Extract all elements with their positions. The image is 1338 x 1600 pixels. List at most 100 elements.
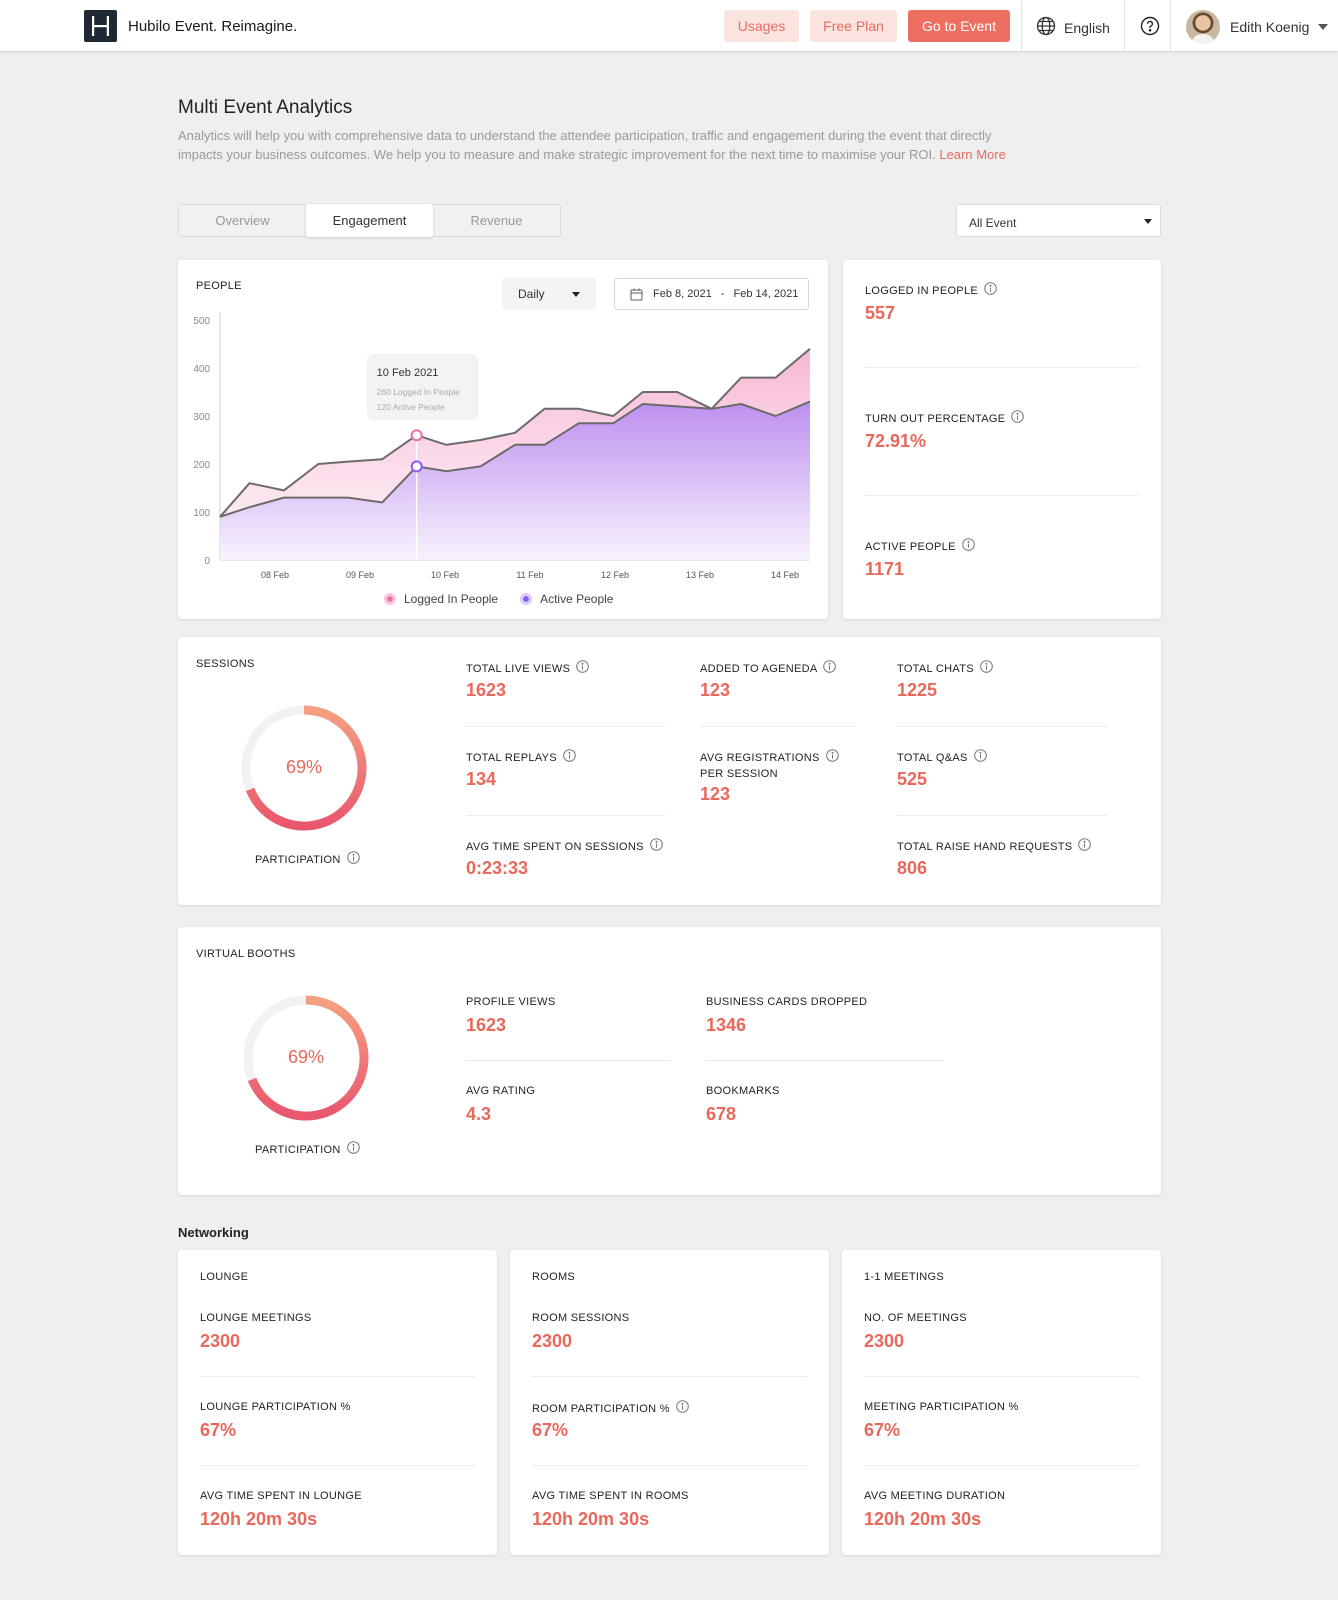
user-menu[interactable]: Edith Koenig	[1186, 10, 1309, 44]
y-tick-label: 300	[193, 412, 210, 423]
go-to-event-button[interactable]: Go to Event	[908, 10, 1010, 42]
usages-button[interactable]: Usages	[724, 10, 799, 42]
tooltip-logged: 260 Logged In People	[377, 387, 460, 397]
profile-views-value: 1623	[466, 1015, 507, 1035]
hubilo-logo-icon[interactable]	[84, 10, 117, 42]
divider	[864, 1465, 1139, 1466]
info-icon[interactable]	[1078, 838, 1092, 856]
sessions-participation-donut	[241, 705, 367, 831]
avg-time-sessions-label: AVG TIME SPENT ON SESSIONS	[466, 838, 663, 856]
tab-engagement[interactable]: Engagement	[306, 204, 433, 237]
total-replays-value: 134	[466, 769, 497, 789]
y-tick-label: 500	[193, 316, 210, 327]
divider	[200, 1376, 475, 1377]
avg-registrations-label: AVG REGISTRATIONS PER SESSION	[700, 749, 839, 782]
language-label: English	[1064, 19, 1110, 36]
divider	[1170, 0, 1171, 52]
info-icon[interactable]	[649, 838, 663, 856]
legend-active[interactable]: Active People	[520, 592, 613, 606]
date-separator: -	[720, 288, 725, 300]
info-icon[interactable]	[961, 538, 975, 556]
legend-logged[interactable]: Logged In People	[384, 592, 498, 606]
divider	[532, 1376, 807, 1377]
date-range-picker[interactable]: Feb 8, 2021 - Feb 14, 2021	[614, 278, 809, 310]
donut-participation-arc	[245, 705, 367, 831]
avg-rating-value: 4.3	[466, 1104, 492, 1124]
meeting-participation-label: MEETING PARTICIPATION %	[864, 1401, 1019, 1413]
people-card-title: PEOPLE	[196, 280, 242, 292]
interval-select[interactable]: Daily	[502, 278, 596, 310]
avg-time-sessions-value: 0:23:33	[466, 858, 529, 878]
lounge-card-title: LOUNGE	[200, 1271, 249, 1283]
event-filter-value: All Event	[969, 216, 1017, 230]
x-tick-label: 14 Feb	[771, 570, 799, 580]
logged-in-people-value: 557	[865, 303, 896, 323]
chevron-down-icon	[1144, 219, 1152, 224]
help-icon[interactable]	[1140, 16, 1160, 41]
networking-heading: Networking	[178, 1225, 249, 1240]
room-participation-value: 67%	[532, 1420, 569, 1440]
language-selector[interactable]: English	[1036, 16, 1110, 39]
logged-point[interactable]	[410, 429, 423, 442]
avg-meeting-duration-value: 120h 20m 30s	[864, 1509, 982, 1529]
tab-revenue[interactable]: Revenue	[470, 213, 523, 228]
divider	[532, 1465, 807, 1466]
info-icon[interactable]	[346, 851, 360, 869]
total-qas-label: TOTAL Q&AS	[897, 749, 987, 767]
logged-dot-icon	[384, 593, 396, 605]
tooltip-date: 10 Feb 2021	[377, 367, 439, 379]
y-tick-label: 200	[193, 460, 210, 471]
no-of-meetings-value: 2300	[864, 1331, 905, 1351]
lounge-meetings-value: 2300	[200, 1331, 241, 1351]
x-tick-label: 11 Feb	[516, 570, 543, 580]
event-filter-select[interactable]: All Event	[956, 204, 1161, 237]
lounge-card	[178, 1250, 497, 1555]
info-icon[interactable]	[1011, 410, 1025, 428]
x-tick-label: 13 Feb	[686, 570, 714, 580]
turn-out-percentage-value: 72.91%	[865, 431, 927, 451]
active-people-label: ACTIVE PEOPLE	[865, 538, 975, 556]
brand-name: Hubilo Event. Reimagine.	[128, 18, 298, 35]
top-bar: Hubilo Event. Reimagine. Usages Free Pla…	[0, 0, 1338, 52]
divider	[865, 367, 1138, 368]
free-plan-button[interactable]: Free Plan	[810, 10, 897, 42]
info-icon[interactable]	[973, 749, 987, 767]
people-area-chart[interactable]: 0 100 200 300 400 500 08 Feb 09 Feb 10 Feb 11 Feb…	[178, 300, 828, 590]
bookmarks-value: 678	[706, 1104, 737, 1124]
page-title: Multi Event Analytics	[178, 97, 353, 118]
booths-card-title: VIRTUAL BOOTHS	[196, 948, 296, 960]
legend-active-label: Active People	[540, 592, 614, 606]
divider	[466, 1060, 670, 1061]
tab-overview[interactable]: Overview	[215, 213, 270, 228]
learn-more-link[interactable]: Learn More	[939, 147, 1006, 162]
info-icon[interactable]	[346, 1141, 360, 1159]
no-of-meetings-label: NO. OF MEETINGS	[864, 1312, 967, 1324]
calendar-icon	[630, 288, 643, 304]
info-icon[interactable]	[825, 749, 839, 767]
divider	[200, 1465, 475, 1466]
room-sessions-label: ROOM SESSIONS	[532, 1312, 630, 1324]
raise-hand-value: 806	[897, 858, 928, 878]
tooltip-box	[366, 354, 479, 420]
chevron-down-icon[interactable]	[1318, 24, 1328, 30]
divider	[1124, 0, 1125, 52]
info-icon[interactable]	[823, 660, 837, 678]
lounge-participation-value: 67%	[200, 1420, 237, 1440]
info-icon[interactable]	[576, 660, 590, 678]
user-name: Edith Koenig	[1230, 19, 1310, 35]
info-icon[interactable]	[984, 282, 997, 300]
booths-participation-donut	[243, 995, 369, 1121]
info-icon[interactable]	[563, 749, 576, 767]
total-chats-label: TOTAL CHATS	[897, 660, 993, 678]
active-point[interactable]	[410, 460, 423, 473]
info-icon[interactable]	[980, 660, 993, 678]
y-tick-label: 400	[193, 364, 210, 375]
tooltip-active: 120 Active People	[377, 402, 445, 412]
total-replays-label: TOTAL REPLAYS	[466, 749, 576, 767]
page-description: Analytics will help you with comprehensi…	[178, 126, 1008, 164]
lounge-participation-label: LOUNGE PARTICIPATION %	[200, 1401, 351, 1413]
y-tick-label: 100	[193, 508, 210, 519]
interval-value: Daily	[518, 287, 545, 301]
info-icon[interactable]	[676, 1400, 689, 1418]
active-dot-icon	[520, 593, 533, 605]
